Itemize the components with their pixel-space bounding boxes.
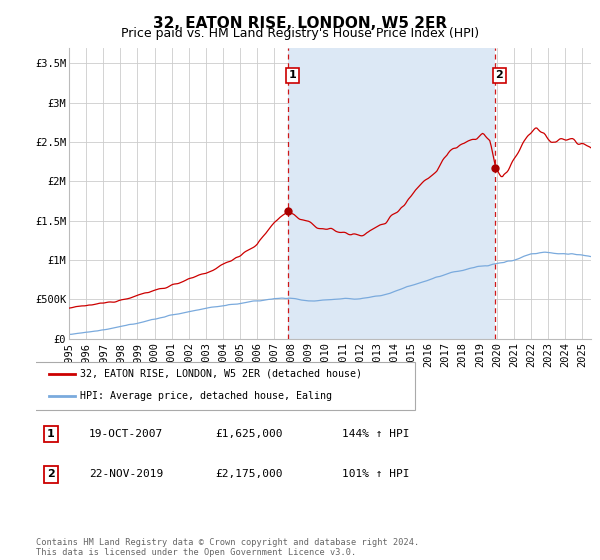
Text: 101% ↑ HPI: 101% ↑ HPI — [342, 469, 410, 479]
Text: 2: 2 — [496, 70, 503, 80]
Text: Price paid vs. HM Land Registry's House Price Index (HPI): Price paid vs. HM Land Registry's House … — [121, 27, 479, 40]
Text: 22-NOV-2019: 22-NOV-2019 — [89, 469, 163, 479]
Text: £1,625,000: £1,625,000 — [215, 429, 283, 439]
Bar — [288, 48, 495, 339]
Text: 2: 2 — [47, 469, 55, 479]
Text: 19-OCT-2007: 19-OCT-2007 — [89, 429, 163, 439]
Text: 144% ↑ HPI: 144% ↑ HPI — [342, 429, 410, 439]
Text: 1: 1 — [289, 70, 296, 80]
Text: 32, EATON RISE, LONDON, W5 2ER: 32, EATON RISE, LONDON, W5 2ER — [153, 16, 447, 31]
Text: 32, EATON RISE, LONDON, W5 2ER (detached house): 32, EATON RISE, LONDON, W5 2ER (detached… — [80, 369, 362, 379]
Text: £2,175,000: £2,175,000 — [215, 469, 283, 479]
Text: 1: 1 — [47, 429, 55, 439]
FancyBboxPatch shape — [34, 362, 415, 410]
Text: Contains HM Land Registry data © Crown copyright and database right 2024.
This d: Contains HM Land Registry data © Crown c… — [36, 538, 419, 557]
Text: HPI: Average price, detached house, Ealing: HPI: Average price, detached house, Eali… — [80, 391, 332, 401]
